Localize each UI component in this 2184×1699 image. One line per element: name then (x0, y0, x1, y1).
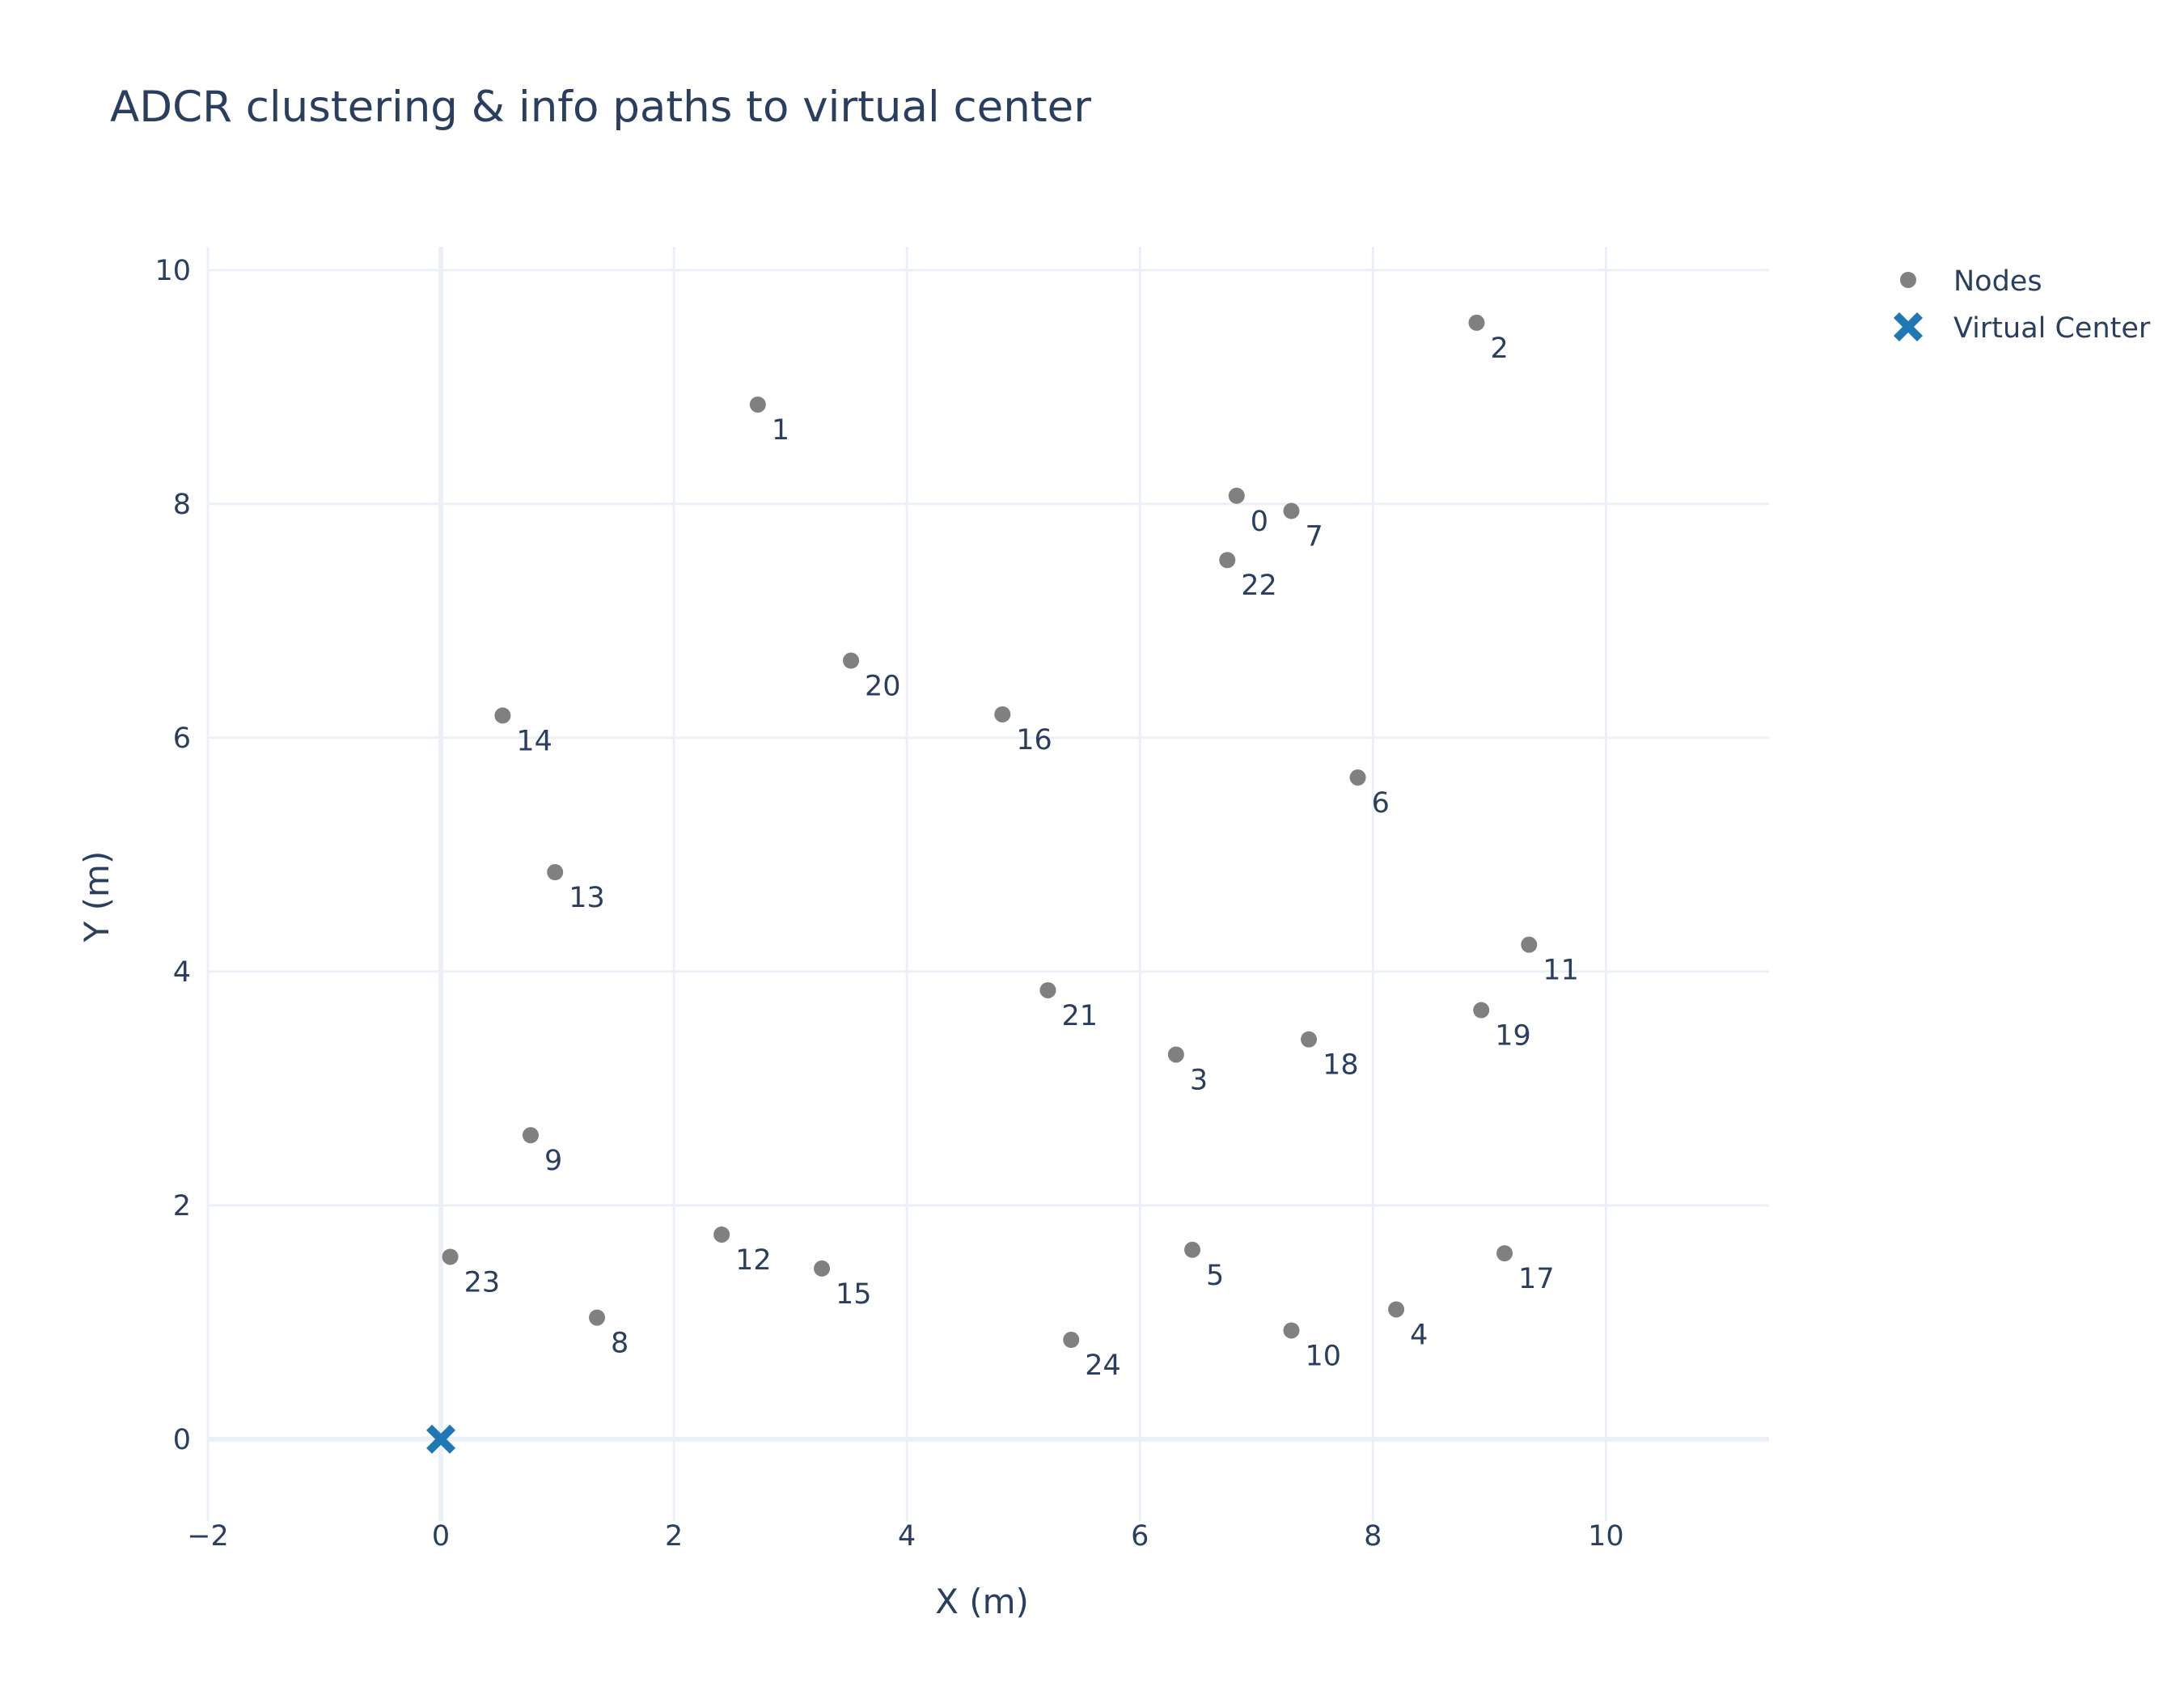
x-tick-label: 4 (898, 1520, 916, 1553)
node-point[interactable] (1039, 981, 1056, 998)
node-label: 9 (544, 1145, 562, 1177)
node-point[interactable] (814, 1260, 831, 1277)
y-tick-label: 4 (173, 956, 191, 989)
node-label: 23 (464, 1266, 501, 1299)
chart-title: ADCR clustering & info paths to virtual … (110, 83, 1091, 132)
node-point[interactable] (843, 652, 860, 669)
node-point[interactable] (1468, 314, 1485, 331)
node-label: 18 (1323, 1049, 1359, 1082)
node-point[interactable] (1219, 552, 1236, 569)
legend-nodes-label: Nodes (1953, 265, 2042, 298)
node-point[interactable] (994, 705, 1011, 722)
node-label: 4 (1410, 1319, 1428, 1351)
node-label: 12 (735, 1244, 772, 1277)
node-label: 11 (1543, 955, 1579, 987)
y-tick-label: 0 (173, 1424, 191, 1456)
node-label: 3 (1190, 1064, 1208, 1096)
x-axis-title: X (m) (935, 1582, 1029, 1621)
node-point[interactable] (1167, 1046, 1184, 1063)
node-label: 5 (1206, 1260, 1224, 1292)
grid-lines (206, 247, 1769, 1521)
node-label: 24 (1085, 1349, 1121, 1382)
node-label: 6 (1372, 787, 1390, 820)
y-tick-label: 8 (173, 489, 191, 521)
node-point[interactable] (1301, 1031, 1318, 1048)
node-label: 2 (1490, 333, 1508, 365)
node-point[interactable] (1349, 769, 1366, 786)
node-point[interactable] (1283, 502, 1300, 519)
x-tick-label: 6 (1131, 1520, 1149, 1553)
node-label: 22 (1241, 570, 1277, 602)
node-label: 7 (1305, 521, 1323, 553)
node-label: 1 (772, 414, 789, 447)
legend-nodes-marker (1900, 272, 1916, 288)
virtual-center-point[interactable] (426, 1424, 456, 1454)
x-tick-label: 2 (665, 1520, 683, 1553)
legend-virtual-center-marker (1894, 312, 1923, 341)
node-label: 14 (516, 725, 552, 757)
node-label: 17 (1518, 1263, 1555, 1295)
node-point[interactable] (522, 1127, 539, 1144)
node-point[interactable] (1228, 487, 1245, 504)
node-label: 19 (1495, 1020, 1531, 1053)
node-point[interactable] (1283, 1322, 1300, 1339)
x-tick-label: −2 (187, 1520, 229, 1553)
legend-item-virtual-center[interactable]: Virtual Center (1894, 312, 2151, 345)
node-label: 15 (836, 1278, 872, 1311)
y-axis-title: Y (m) (77, 851, 116, 943)
node-label: 21 (1061, 1000, 1098, 1032)
node-point[interactable] (1473, 1002, 1490, 1019)
node-point[interactable] (1184, 1241, 1201, 1258)
y-tick-label: 6 (173, 722, 191, 755)
x-tick-label: 10 (1588, 1520, 1624, 1553)
node-point[interactable] (713, 1226, 730, 1243)
y-tick-label: 10 (154, 255, 191, 287)
legend-item-nodes[interactable]: Nodes (1900, 265, 2042, 298)
y-axis-ticks: 0 2 4 6 8 10 (154, 255, 191, 1456)
node-point[interactable] (749, 396, 766, 413)
node-point[interactable] (1496, 1245, 1513, 1262)
x-tick-label: 8 (1364, 1520, 1382, 1553)
node-label: 0 (1251, 506, 1268, 538)
node-label: 13 (569, 882, 605, 914)
node-point[interactable] (1063, 1332, 1080, 1349)
x-axis-ticks: −2 0 2 4 6 8 10 (187, 1520, 1623, 1553)
node-point[interactable] (442, 1248, 459, 1265)
node-point[interactable] (1388, 1301, 1405, 1318)
x-tick-label: 0 (432, 1520, 450, 1553)
legend[interactable]: Nodes Virtual Center (1894, 265, 2151, 345)
node-label: 16 (1016, 724, 1052, 756)
y-tick-label: 2 (173, 1190, 191, 1222)
node-point[interactable] (1521, 936, 1538, 953)
node-label: 8 (611, 1328, 629, 1360)
node-point[interactable] (494, 707, 511, 724)
node-point[interactable] (589, 1309, 606, 1326)
node-label: 20 (865, 671, 901, 703)
node-point[interactable] (547, 864, 564, 881)
node-label: 10 (1305, 1340, 1341, 1372)
legend-virtual-center-label: Virtual Center (1953, 312, 2151, 345)
